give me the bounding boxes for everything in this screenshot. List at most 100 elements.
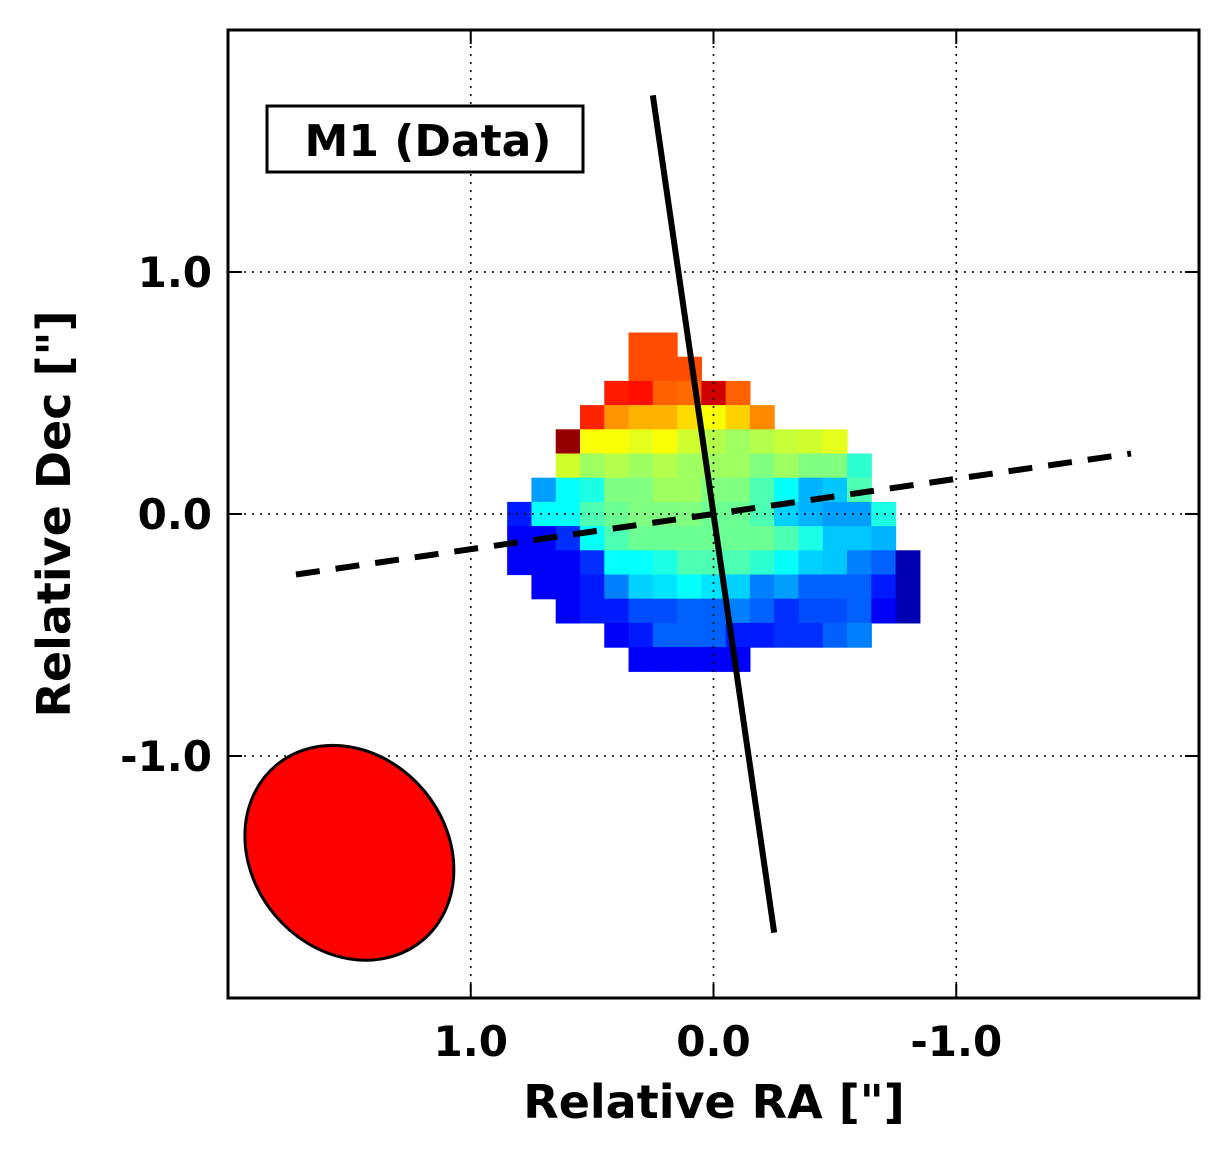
map-pixel — [652, 332, 678, 358]
map-pixel — [604, 501, 630, 527]
map-pixel — [628, 477, 654, 503]
map-pixel — [652, 453, 678, 479]
map-pixel — [798, 622, 824, 648]
map-pixel — [774, 550, 800, 576]
map-pixel — [774, 598, 800, 624]
map-pixel — [531, 550, 557, 576]
y-tick-label: -1.0 — [120, 732, 212, 781]
map-pixel — [774, 429, 800, 455]
map-pixel — [725, 477, 751, 503]
map-pixel — [774, 453, 800, 479]
map-pixel — [555, 453, 581, 479]
map-pixel — [604, 598, 630, 624]
map-pixel — [604, 477, 630, 503]
map-pixel — [555, 429, 581, 455]
map-pixel — [652, 647, 678, 672]
y-tick-labels: 1.0 0.0 -1.0 — [120, 248, 212, 781]
map-pixel — [652, 622, 678, 648]
map-pixel — [895, 550, 921, 576]
map-pixel — [749, 453, 775, 479]
map-pixel — [847, 622, 872, 648]
map-pixel — [725, 550, 751, 576]
x-axis-label: Relative RA ["] — [523, 1075, 904, 1129]
map-pixel — [822, 526, 848, 551]
panel-label: M1 (Data) — [305, 116, 552, 167]
map-pixel — [579, 550, 605, 576]
map-pixel — [701, 647, 727, 672]
map-pixel — [555, 501, 581, 527]
map-pixel — [798, 598, 824, 624]
map-pixel — [579, 501, 605, 527]
map-pixel — [628, 550, 654, 576]
map-pixel — [604, 429, 630, 455]
map-pixel — [604, 574, 630, 600]
map-pixel — [555, 550, 581, 576]
map-pixel — [628, 598, 654, 624]
x-tick-label: 1.0 — [434, 1017, 508, 1066]
map-pixel — [774, 526, 800, 551]
map-pixel — [895, 574, 921, 600]
map-pixel — [579, 598, 605, 624]
map-pixel — [652, 429, 678, 455]
map-pixel — [798, 429, 824, 455]
panel-label-box: M1 (Data) — [265, 104, 585, 174]
map-pixel — [871, 550, 897, 576]
map-pixel — [701, 380, 727, 406]
map-pixel — [604, 380, 630, 406]
map-pixel — [847, 453, 872, 479]
map-pixel — [725, 429, 751, 455]
y-tick-label: 0.0 — [138, 490, 212, 539]
map-pixel — [628, 453, 654, 479]
map-pixel — [725, 453, 751, 479]
map-pixel — [749, 405, 775, 430]
map-pixel — [798, 526, 824, 551]
y-tick-label: 1.0 — [138, 248, 212, 297]
map-pixel — [652, 550, 678, 576]
map-pixel — [895, 598, 921, 624]
map-pixel — [774, 477, 800, 503]
x-tick-label: 0.0 — [676, 1017, 750, 1066]
map-pixel — [822, 429, 848, 455]
map-pixel — [749, 526, 775, 551]
beam-ellipse — [243, 743, 456, 962]
map-pixel — [677, 598, 702, 624]
map-pixel — [701, 598, 727, 624]
map-pixel — [822, 453, 848, 479]
map-pixel — [847, 526, 872, 551]
beam — [243, 743, 456, 962]
map-pixel — [701, 622, 727, 648]
map-pixel — [701, 405, 727, 430]
x-tick-labels: 1.0 0.0 -1.0 — [434, 1017, 1003, 1066]
map-pixel — [652, 356, 678, 382]
map-pixel — [798, 550, 824, 576]
map-pixel — [847, 598, 872, 624]
map-pixel — [749, 598, 775, 624]
map-pixel — [749, 622, 775, 648]
map-pixel — [628, 380, 654, 406]
map-pixel — [798, 453, 824, 479]
axis-lines — [295, 94, 1132, 934]
map-pixel — [798, 501, 824, 527]
map-pixel — [847, 574, 872, 600]
map-pixel — [579, 477, 605, 503]
map-pixel — [652, 405, 678, 430]
map-pixel — [798, 574, 824, 600]
map-pixel — [725, 405, 751, 430]
map-pixel — [677, 526, 702, 551]
grid — [228, 30, 1199, 998]
map-pixel — [871, 598, 897, 624]
map-pixel — [555, 526, 581, 551]
map-pixel — [555, 477, 581, 503]
map-pixel — [725, 380, 751, 406]
map-pixel — [677, 622, 702, 648]
velocity-map — [507, 332, 921, 672]
map-pixel — [774, 622, 800, 648]
map-pixel — [628, 526, 654, 551]
map-pixel — [604, 453, 630, 479]
map-pixel — [628, 429, 654, 455]
map-pixel — [604, 405, 630, 430]
map-pixel — [531, 501, 557, 527]
map-pixel — [822, 501, 848, 527]
x-tick-label: -1.0 — [910, 1017, 1002, 1066]
map-pixel — [507, 501, 533, 527]
